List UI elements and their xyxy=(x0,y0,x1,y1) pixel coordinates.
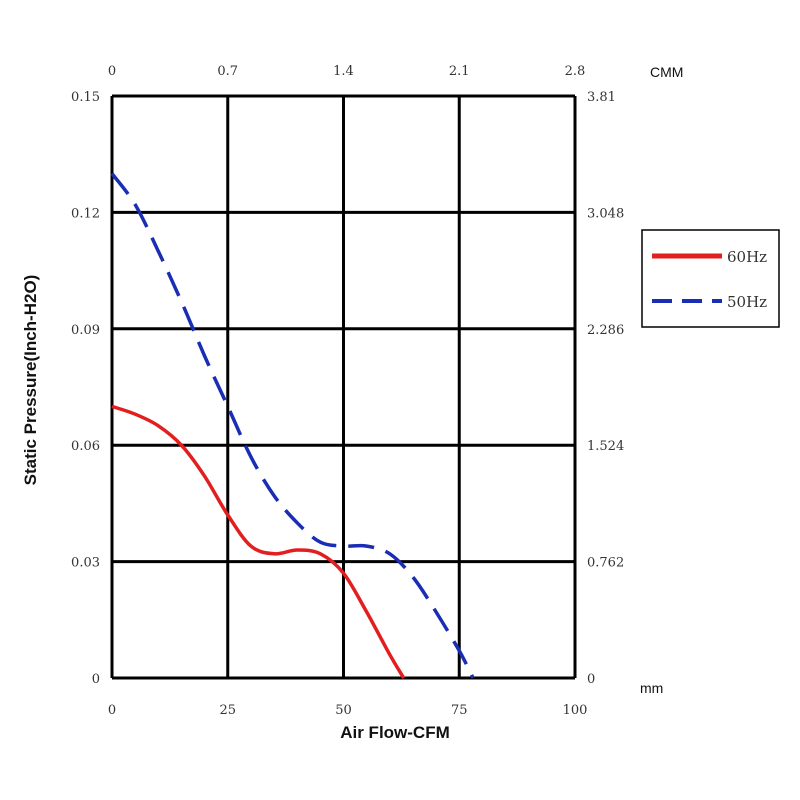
legend-label-50hz: 50Hz xyxy=(727,293,767,311)
x-tick-label: 25 xyxy=(219,703,236,718)
top-x-tick-label: 0 xyxy=(108,64,116,79)
legend-label-60hz: 60Hz xyxy=(727,248,767,266)
y-tick-label: 0.03 xyxy=(71,556,100,571)
chart-grid xyxy=(110,94,577,680)
chart-series xyxy=(110,172,475,679)
top-x-tick-label: 1.4 xyxy=(333,64,354,79)
y-tick-label: 0 xyxy=(92,672,100,687)
right-y-tick-label: 1.524 xyxy=(587,439,624,454)
legend-box xyxy=(641,229,780,328)
series-line-60hz xyxy=(111,404,406,679)
right-y-tick-label: 2.286 xyxy=(587,323,624,338)
y-tick-label: 0.12 xyxy=(71,206,100,221)
x-tick-label: 50 xyxy=(335,703,352,718)
right-y-tick-label: 3.81 xyxy=(587,90,616,105)
top-x-tick-label: 2.8 xyxy=(565,64,586,79)
right-y-tick-label: 3.048 xyxy=(587,206,624,221)
y-tick-label: 0.15 xyxy=(71,90,100,105)
x-tick-label: 100 xyxy=(563,703,588,718)
right-y-tick-label: 0 xyxy=(587,672,595,687)
cmm-unit-label: CMM xyxy=(650,64,683,80)
y-tick-label: 0.09 xyxy=(71,323,100,338)
right-y-tick-label: 0.762 xyxy=(587,556,624,571)
y-tick-label: 0.06 xyxy=(71,439,100,454)
top-x-tick-label: 0.7 xyxy=(217,64,238,79)
mm-unit-label: mm xyxy=(640,680,663,696)
top-x-tick-label: 2.1 xyxy=(449,64,470,79)
series-line-50hz xyxy=(110,172,475,679)
y-axis-title: Static Pressure(Inch-H2O) xyxy=(21,275,40,486)
x-axis-title: Air Flow-CFM xyxy=(340,723,450,742)
legend: 60Hz 50Hz xyxy=(641,229,780,328)
x-tick-label: 75 xyxy=(451,703,468,718)
chart-ticks: 0 25 50 75 100 0 0.7 1.4 2.1 2.8 0 0.03 0.06 0.09 0.12… xyxy=(71,64,624,718)
x-tick-label: 0 xyxy=(108,703,116,718)
